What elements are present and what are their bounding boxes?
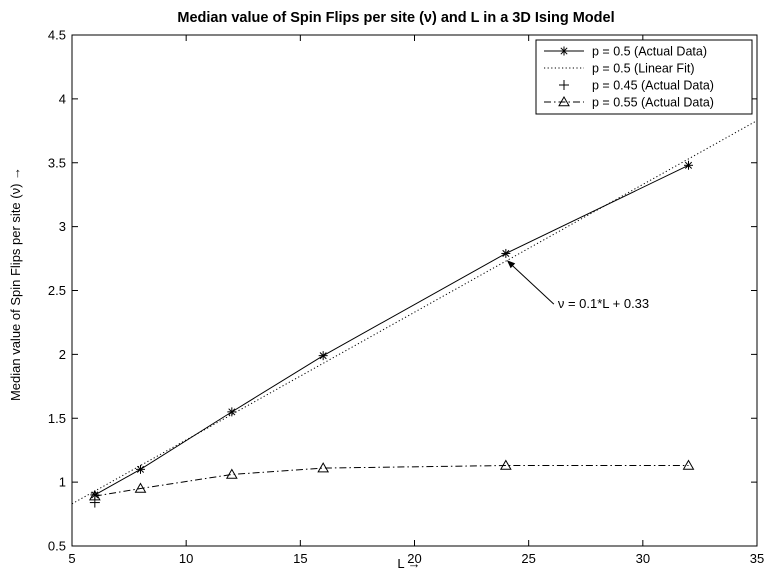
x-tick-label: 10 xyxy=(179,551,193,566)
y-tick-label: 4.5 xyxy=(48,28,66,43)
legend: p = 0.5 (Actual Data) p = 0.5 (Linear Fit… xyxy=(535,39,753,115)
annotation-arrow-line xyxy=(510,263,555,305)
asterisk-stroke xyxy=(560,47,568,55)
series-0 xyxy=(90,160,693,500)
asterisk-stroke xyxy=(319,352,327,360)
y-tick-label: 1 xyxy=(59,475,66,490)
data-point-3-0 xyxy=(88,490,101,501)
legend-label-1: p = 0.5 (Linear Fit) xyxy=(592,62,694,76)
y-tick-label: 0.5 xyxy=(48,539,66,554)
series-line-0 xyxy=(94,164,689,496)
data-point-0-4 xyxy=(501,248,511,258)
series-2 xyxy=(89,497,100,508)
series-line-3 xyxy=(94,465,689,497)
data-point-3-2 xyxy=(225,468,238,479)
legend-box xyxy=(535,39,753,115)
axis-ticks: 5 10 15 20 25 30 35 0.5 1 1.5 2 2.5 3 3.5 4 4.5 xyxy=(48,28,764,567)
asterisk-stroke xyxy=(684,161,693,169)
y-axis-label: Median value of Spin Flips per site (ν) … xyxy=(8,167,23,401)
x-tick-label: 20 xyxy=(407,551,421,566)
data-point-3-1 xyxy=(134,482,147,493)
x-tick-label: 15 xyxy=(293,551,307,566)
legend-swatch-marker-2 xyxy=(559,80,569,90)
data-point-0-5 xyxy=(684,160,693,170)
x-axis-label: L → xyxy=(397,556,420,571)
x-tick-label: 35 xyxy=(750,551,764,566)
annotation-arrow-head xyxy=(506,260,516,269)
x-tick-label: 25 xyxy=(521,551,535,566)
legend-label-0: p = 0.5 (Actual Data) xyxy=(592,45,707,59)
data-point-3-4 xyxy=(499,459,512,470)
y-tick-label: 2 xyxy=(59,347,66,362)
data-point-2-0 xyxy=(89,497,100,508)
fit-equation-annotation: ν = 0.1*L + 0.33 xyxy=(558,296,649,311)
data-point-3-5 xyxy=(682,459,695,470)
legend-swatch-marker-3 xyxy=(558,95,570,107)
data-point-0-3 xyxy=(318,351,328,361)
y-tick-label: 2.5 xyxy=(48,283,66,298)
legend-swatch-marker-0 xyxy=(559,46,569,56)
data-point-0-2 xyxy=(227,407,237,417)
annotation: ν = 0.1*L + 0.33 xyxy=(506,260,649,311)
y-tick-label: 3.5 xyxy=(48,155,66,170)
series-layer xyxy=(71,120,758,508)
y-tick-label: 3 xyxy=(59,219,66,234)
asterisk-stroke xyxy=(228,408,236,416)
series-1 xyxy=(71,120,758,505)
series-3 xyxy=(88,459,695,501)
asterisk-stroke xyxy=(502,249,510,257)
asterisk-stroke xyxy=(136,465,145,473)
x-tick-label: 5 xyxy=(68,551,75,566)
data-point-3-3 xyxy=(317,462,330,473)
y-tick-label: 4 xyxy=(59,91,66,106)
legend-label-3: p = 0.55 (Actual Data) xyxy=(592,96,714,110)
chart-title: Median value of Spin Flips per site (ν) … xyxy=(177,10,614,26)
x-tick-label: 30 xyxy=(636,551,650,566)
series-line-1 xyxy=(71,120,758,505)
asterisk-stroke xyxy=(91,491,99,499)
y-tick-label: 1.5 xyxy=(48,411,66,426)
data-point-0-1 xyxy=(136,464,145,474)
legend-label-2: p = 0.45 (Actual Data) xyxy=(592,79,714,93)
